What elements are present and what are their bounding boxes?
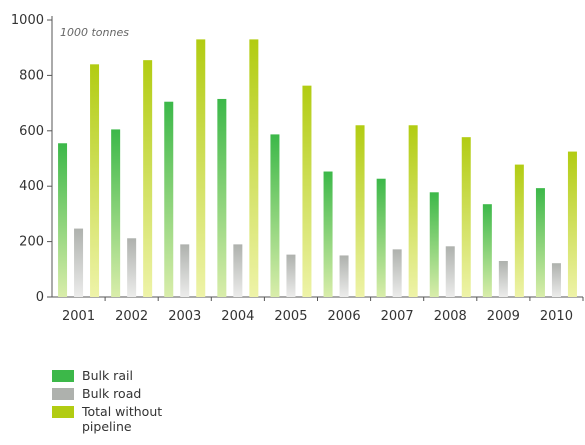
legend-item-bulk-rail: Bulk rail [52, 368, 182, 383]
bar-bulk-road-2007 [392, 249, 402, 297]
bars [58, 39, 577, 297]
bar-bulk-road-2010 [551, 263, 561, 297]
bar-total-without-pipeline-2002 [143, 60, 153, 297]
tick-labels: 0 200 400 600 800 1000 1000 tonnes 2001 2002 2003… [11, 13, 573, 324]
legend-swatch-bulk-rail [52, 370, 74, 382]
bar-bulk-road-2002 [127, 238, 137, 297]
bar-total-without-pipeline-2010 [567, 151, 577, 297]
bar-total-without-pipeline-2004 [249, 39, 259, 297]
x-tick-label: 2008 [434, 309, 467, 324]
x-tick-label: 2009 [487, 309, 520, 324]
bar-bulk-road-2006 [339, 255, 349, 297]
x-tick-label: 2007 [381, 309, 414, 324]
bar-bulk-rail-2009 [482, 204, 492, 297]
unit-label: 1000 tonnes [60, 26, 129, 39]
bar-bulk-rail-2002 [111, 129, 121, 297]
bar-bulk-road-2003 [180, 244, 190, 297]
bar-bulk-road-2008 [445, 246, 455, 297]
bar-bulk-road-2005 [286, 254, 296, 297]
bar-bulk-rail-2007 [376, 178, 386, 297]
bar-bulk-rail-2010 [535, 188, 545, 297]
legend-swatch-total-without-pipeline [52, 406, 74, 418]
bar-total-without-pipeline-2005 [302, 85, 312, 297]
x-tick-label: 2010 [540, 309, 573, 324]
bar-bulk-rail-2003 [164, 101, 174, 297]
bar-bulk-rail-2005 [270, 134, 280, 297]
bar-bulk-road-2001 [74, 228, 84, 297]
x-tick-label: 2002 [115, 309, 148, 324]
y-tick-label: 800 [19, 68, 44, 83]
y-tick-label: 400 [19, 179, 44, 194]
legend-item-bulk-road: Bulk road [52, 386, 182, 401]
bar-total-without-pipeline-2008 [461, 137, 471, 297]
legend-label-total-without-pipeline: Total without pipeline [82, 404, 163, 434]
y-tick-label: 200 [19, 235, 44, 250]
y-tick-label: 600 [19, 124, 44, 139]
bar-total-without-pipeline-2003 [196, 39, 206, 297]
y-tick-label: 0 [36, 290, 44, 305]
legend-label-bulk-road: Bulk road [82, 386, 142, 401]
x-tick-label: 2003 [168, 309, 201, 324]
x-tick-label: 2004 [221, 309, 254, 324]
bar-bulk-rail-2006 [323, 171, 333, 297]
y-tick-label: 1000 [11, 13, 44, 28]
legend-label-bulk-rail: Bulk rail [82, 368, 133, 383]
bar-total-without-pipeline-2009 [514, 164, 524, 297]
x-tick-label: 2005 [274, 309, 307, 324]
axes [47, 16, 584, 301]
legend-swatch-bulk-road [52, 388, 74, 400]
bar-bulk-rail-2001 [58, 143, 68, 297]
bar-total-without-pipeline-2001 [90, 64, 100, 297]
bar-bulk-rail-2008 [429, 192, 439, 297]
bar-total-without-pipeline-2007 [408, 125, 418, 297]
bar-total-without-pipeline-2006 [355, 125, 365, 297]
legend-item-total-without-pipeline: Total without pipeline [52, 404, 182, 434]
bar-bulk-road-2004 [233, 244, 243, 297]
x-tick-label: 2006 [328, 309, 361, 324]
bar-bulk-rail-2004 [217, 98, 227, 297]
legend: Bulk rail Bulk road Total without pipeli… [52, 368, 182, 437]
x-tick-label: 2001 [62, 309, 95, 324]
bar-bulk-road-2009 [498, 260, 508, 297]
